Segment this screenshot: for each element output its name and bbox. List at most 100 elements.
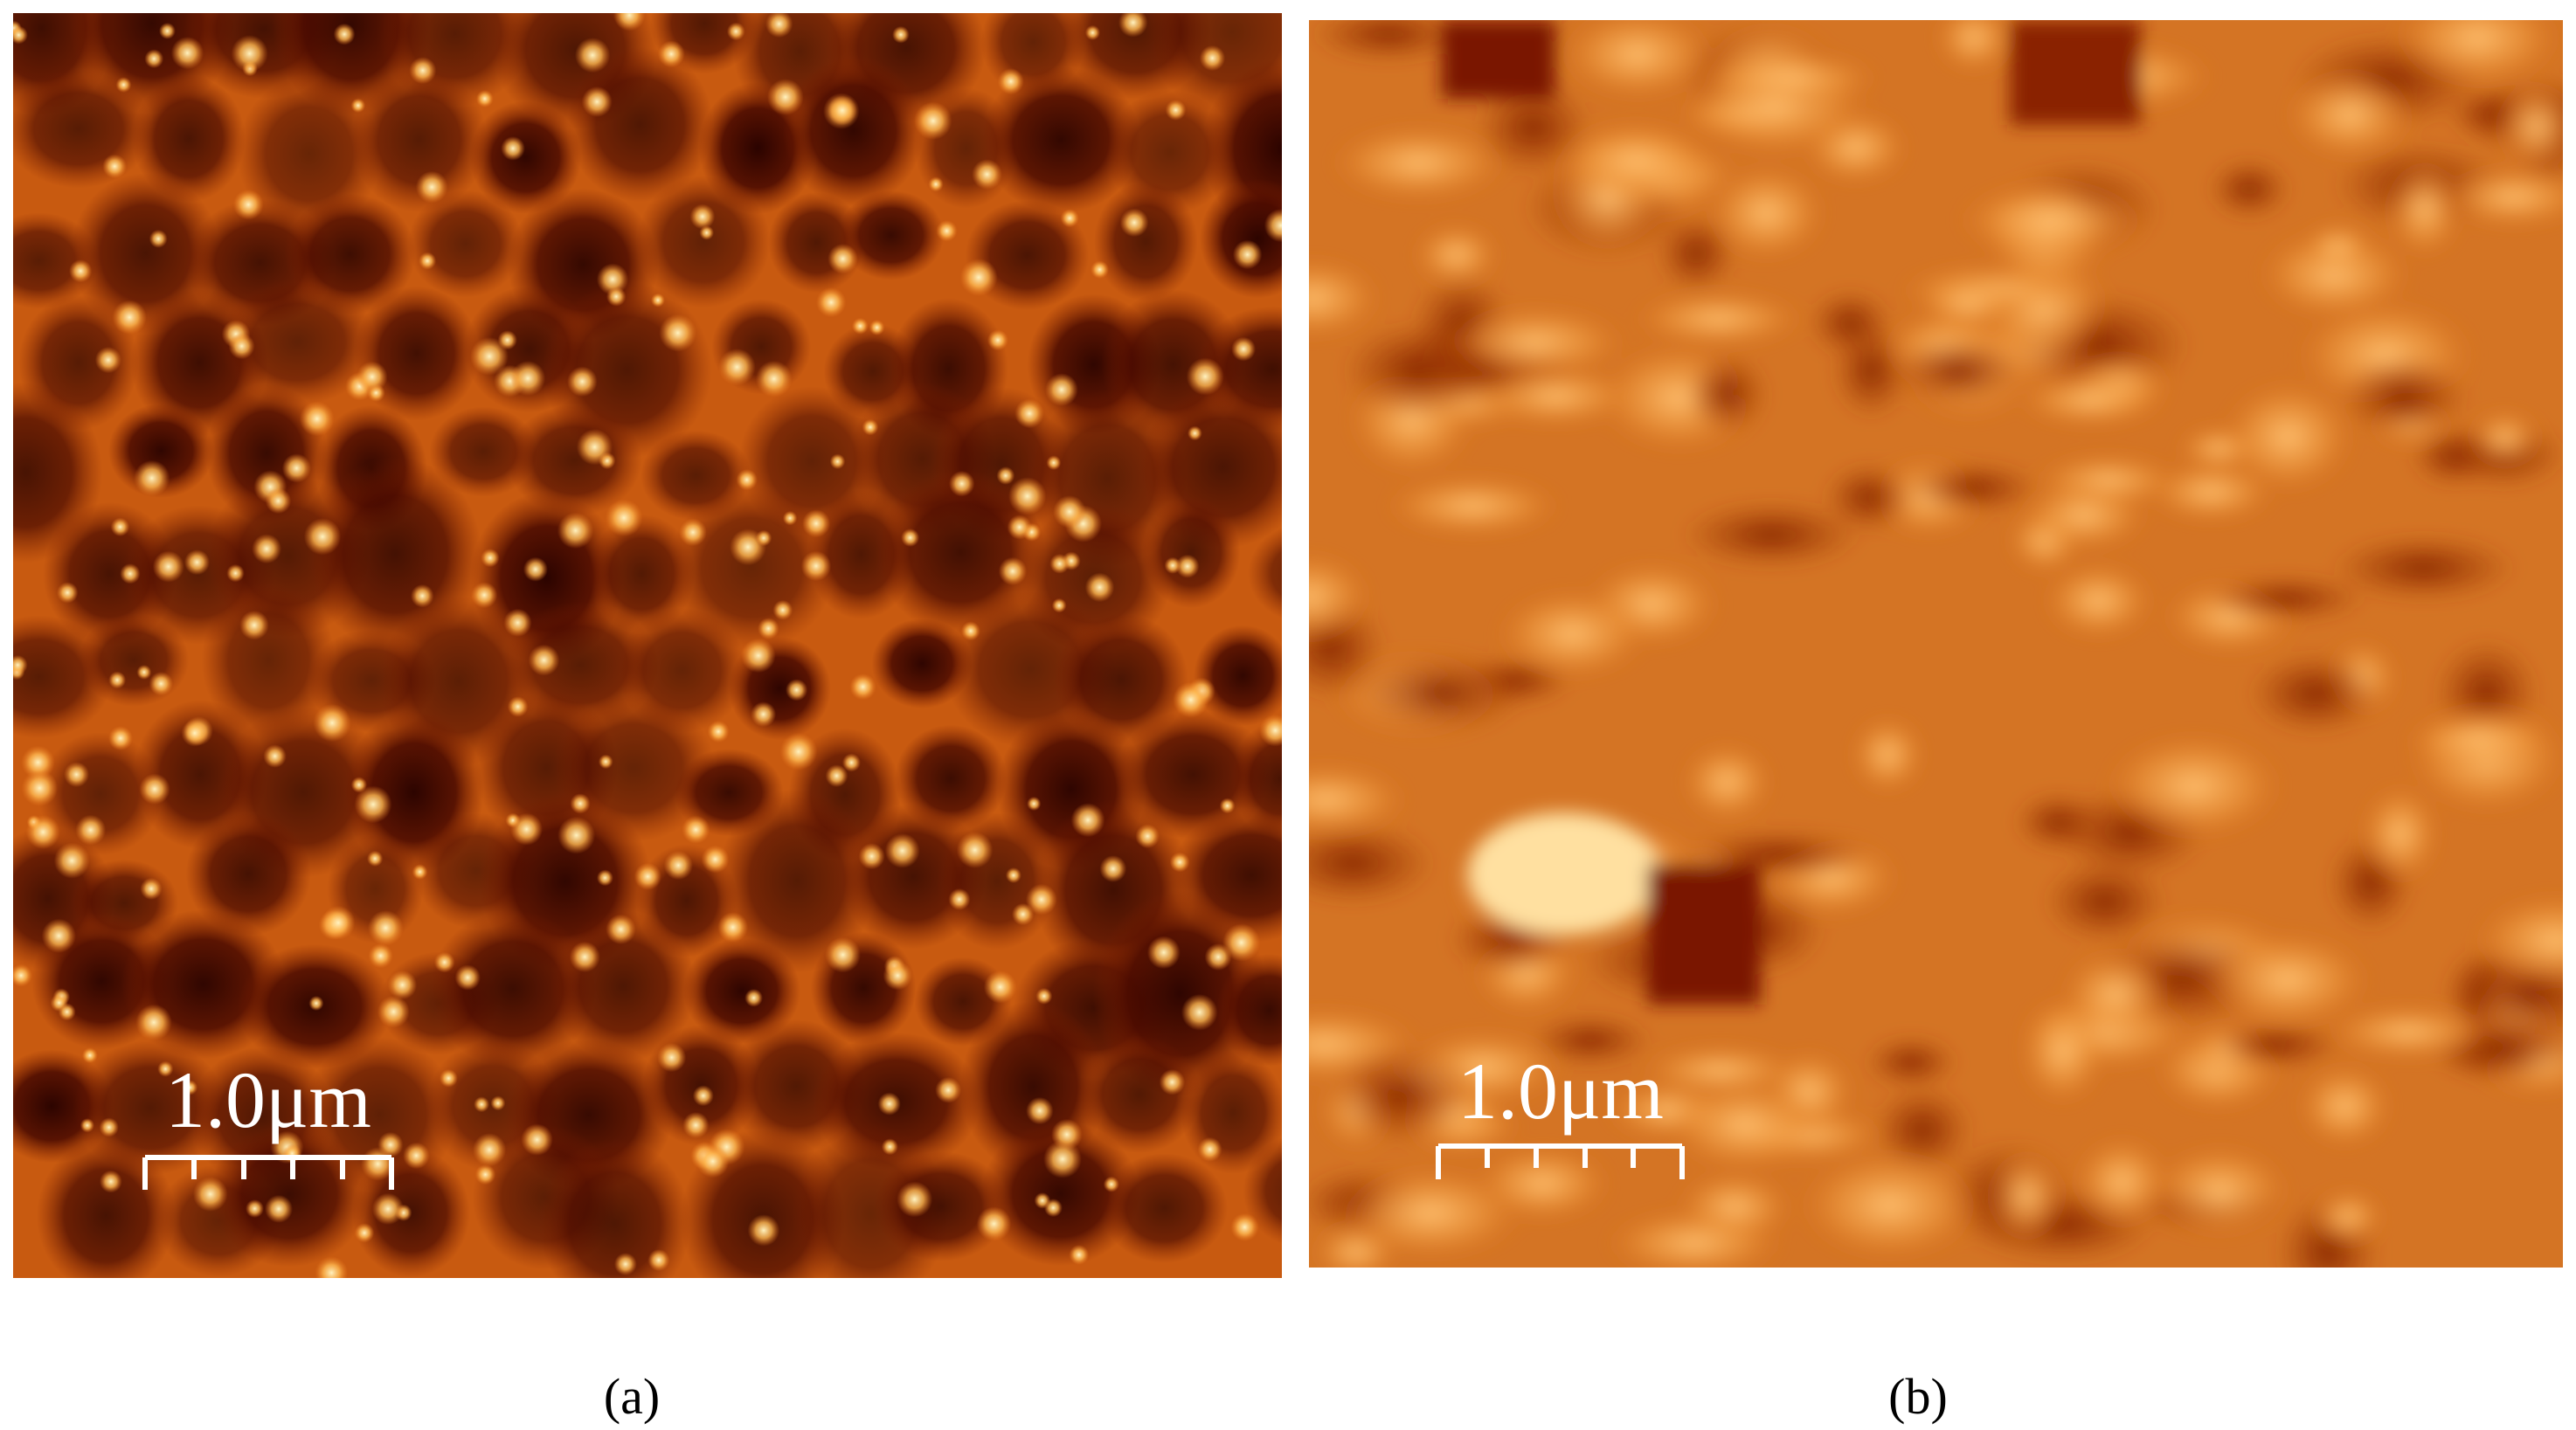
texture-blob [181,719,209,747]
texture-blob [507,696,529,717]
texture-blob [1142,496,1241,609]
texture-blob [218,278,377,406]
texture-blob [2339,356,2469,438]
texture-blob [377,995,410,1028]
texture-blob [1908,462,2040,514]
texture-blob [53,842,90,879]
texture-blob [1199,45,1226,72]
texture-blob [354,1223,375,1243]
texture-blob [134,459,170,497]
texture-blob [139,773,170,805]
texture-blob [13,25,28,45]
texture-blob [1027,796,1042,812]
texture-blob [980,66,1141,214]
texture-blob [501,136,525,161]
texture-blob [1865,1036,1958,1088]
texture-blob [472,1133,507,1167]
texture-blob [596,869,613,887]
texture-blob [1051,598,1067,613]
texture-blob [997,68,1024,95]
texture-blob [613,13,646,31]
texture-blob [747,1214,780,1247]
texture-blob [157,1060,174,1077]
texture-blob [783,55,924,206]
texture-blob [1069,1244,1090,1265]
texture-blob [149,671,174,696]
texture-blob [679,518,707,547]
texture-blob [232,189,264,220]
texture-blob [354,785,392,824]
texture-blob [506,404,642,516]
texture-blob [1159,1068,1186,1095]
texture-blob [1248,527,1282,619]
texture-blob [2247,652,2383,736]
texture-blob [481,548,500,568]
texture-blob [606,914,636,945]
texture-blob [120,563,141,584]
texture-blob [403,1142,430,1170]
texture-blob [350,66,488,213]
texture-blob [1264,208,1282,243]
texture-blob [1199,178,1282,299]
texture-blob [1414,224,1499,287]
texture-blob [1799,1150,1981,1261]
texture-blob [696,1144,730,1178]
texture-blob [1309,552,1370,642]
texture-blob [412,864,428,880]
texture [1309,20,2563,1268]
texture-blob [682,1111,710,1139]
texture-blob [668,485,836,651]
texture-blob [828,95,857,126]
texture-blob [998,556,1028,586]
afm-image-b [1309,20,2563,1268]
texture-blob [566,46,714,203]
texture-blob [1647,865,1761,1005]
texture-blob [1809,289,1893,357]
texture-blob [2475,894,2563,988]
texture-blob [102,154,128,179]
texture-blob [1084,24,1101,41]
texture-blob [1656,213,1736,294]
texture-blob [182,1080,198,1095]
texture-blob [38,732,163,856]
texture-blob [1169,852,1190,873]
texture-blob [1100,1153,1229,1263]
texture-blob [68,259,93,283]
texture-blob [1025,883,1057,915]
texture-blob [936,220,958,242]
texture-blob [877,1092,901,1116]
texture-blob [1046,455,1062,471]
texture-blob [415,170,448,204]
texture-blob [1035,987,1053,1005]
texture-blob [2010,20,2141,125]
texture-blob [566,366,598,397]
texture-blob [110,517,130,537]
texture-blob [766,79,804,116]
texture-blob [996,466,1015,485]
texture-blob [1026,1096,1054,1125]
texture-blob [1310,20,1467,62]
texture-blob [58,1003,76,1021]
texture-blob [368,909,404,946]
texture-blob [2298,1065,2392,1148]
texture-blob [99,1170,122,1193]
texture-blob [315,1256,349,1278]
texture-blob [2330,535,2517,601]
texture-blob [1442,20,1555,99]
texture-blob [2222,380,2354,493]
texture-blob [1475,79,1591,176]
panel-label: (a) [604,1368,660,1425]
texture-blob [883,961,912,991]
texture-blob [81,1047,98,1064]
texture-blob [201,582,336,739]
texture-blob [231,35,268,73]
texture-blob [881,1138,898,1156]
texture-blob [299,401,335,437]
texture-blob [682,937,801,1045]
texture-blob [751,701,777,728]
texture-blob [2411,425,2496,487]
texture-blob [1337,1167,1524,1259]
scale-bar-label: 1.0μm [1458,1047,1664,1136]
texture-blob [948,888,971,911]
texture-blob [841,753,861,772]
